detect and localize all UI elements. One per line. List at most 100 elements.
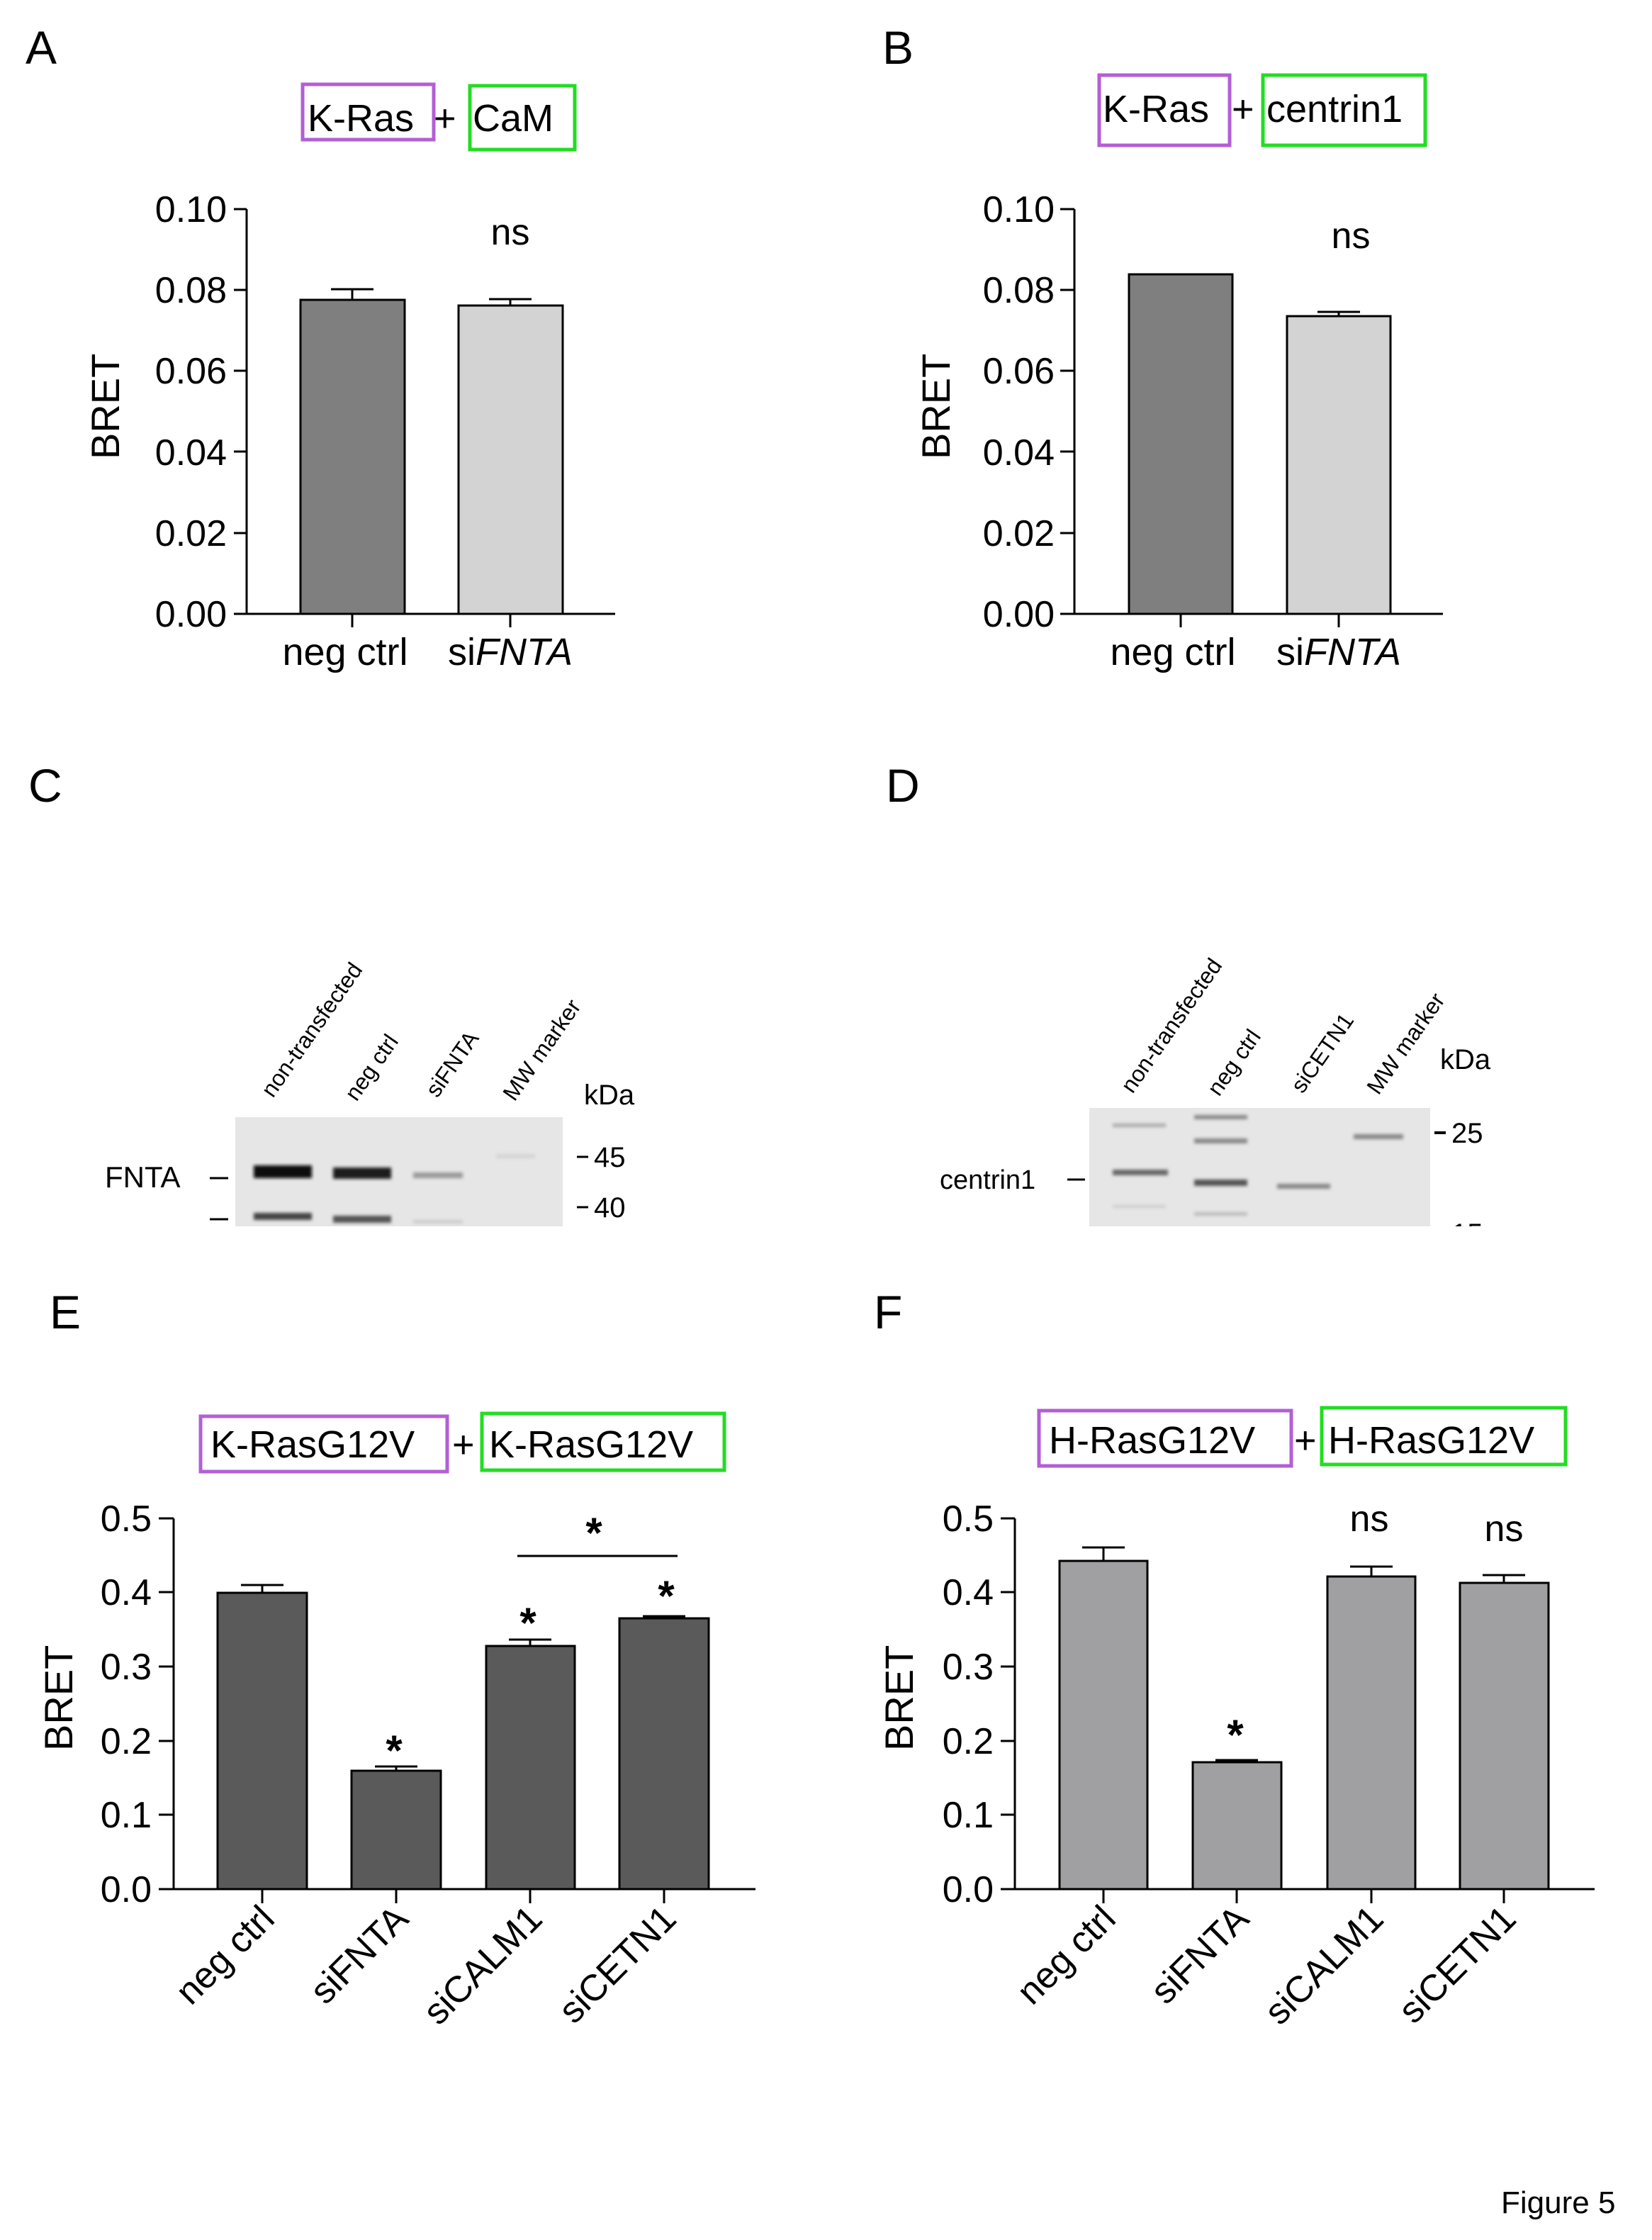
- ytick: 0.5: [101, 1499, 152, 1540]
- bar-neg-ctrl: [1058, 1559, 1149, 1891]
- ytick: 0.02: [155, 513, 227, 554]
- sig-label: *: [658, 1572, 675, 1620]
- panel-letter-d: D: [886, 759, 920, 812]
- x-label: siFNTA: [303, 1898, 417, 2012]
- x-label: siCETN1: [551, 1898, 684, 2031]
- sig-label: ns: [1485, 1508, 1524, 1550]
- mw-marker: 25: [1451, 1118, 1483, 1149]
- mw-marker: 15: [1451, 1219, 1483, 1226]
- title-plus: +: [1232, 88, 1254, 130]
- fnta-label: FNTA: [105, 1160, 181, 1194]
- lane-label: siCETN1: [1286, 1009, 1359, 1098]
- panel-b-chart: K-Ras + centrin1 0.00 0.02 0.04 0.06 0.0…: [914, 73, 1443, 673]
- x-label-sifnta: siFNTA: [448, 631, 573, 673]
- lane-label: MW marker: [498, 995, 586, 1105]
- sig-label: ns: [1350, 1499, 1389, 1540]
- x-label: siCALM1: [1257, 1898, 1391, 2032]
- x-label: siCETN1: [1390, 1898, 1524, 2031]
- kda-label: kDa: [1440, 1044, 1491, 1075]
- sig-label: *: [1227, 1711, 1244, 1759]
- title-donor: K-Ras: [1103, 88, 1209, 130]
- ytick: 0.04: [155, 432, 227, 474]
- sig-label: *: [519, 1599, 536, 1647]
- panel-e-chart: K-RasG12V + K-RasG12V 0.0 0.1 0.2 0.3 0.…: [36, 1411, 755, 2033]
- ytick: 0.4: [101, 1572, 152, 1613]
- title-donor: H-RasG12V: [1049, 1419, 1255, 1462]
- title-plus: +: [434, 97, 456, 140]
- x-label: siFNTA: [1143, 1898, 1257, 2012]
- panel-letter-c: C: [28, 759, 62, 812]
- acceptor-box: [1261, 73, 1427, 147]
- ytick: 0.1: [943, 1795, 994, 1836]
- sig-label: *: [386, 1727, 403, 1774]
- ytick: 0.10: [983, 189, 1055, 230]
- bar-sicetn1: [1459, 1581, 1550, 1891]
- x-label-neg-ctrl: neg ctrl: [282, 631, 408, 673]
- ytick: 0.10: [155, 189, 227, 230]
- bar-sicetn1: [618, 1617, 710, 1891]
- title-acceptor: centrin1: [1266, 88, 1403, 130]
- ytick: 0.0: [943, 1869, 994, 1910]
- bar-sicalm1: [485, 1645, 576, 1891]
- ytick: 0.02: [983, 513, 1055, 554]
- title-donor: K-Ras: [308, 97, 414, 140]
- bar-sifnta: [1191, 1761, 1283, 1891]
- title-acceptor: CaM: [473, 97, 554, 140]
- y-axis-label: BRET: [83, 354, 128, 459]
- panel-a-chart: K-Ras + CaM 0.00 0.02 0.04 0.06 0.08 0.1…: [83, 82, 615, 673]
- ytick: 0.4: [943, 1572, 994, 1613]
- mw-marker: 40: [594, 1192, 626, 1223]
- centrin1-label: centrin1: [940, 1165, 1035, 1195]
- donor-box: [198, 1414, 449, 1474]
- lane-label: siFNTA: [420, 1026, 484, 1102]
- bar-sifnta: [457, 304, 564, 615]
- donor-box: [300, 82, 436, 142]
- x-label-sifnta: siFNTA: [1276, 631, 1401, 673]
- panel-letter-b: B: [882, 21, 914, 74]
- title-donor: K-RasG12V: [210, 1423, 415, 1466]
- ytick: 0.08: [155, 270, 227, 311]
- bracket-sig-label: *: [585, 1509, 602, 1557]
- panel-d-western-blot: non-transfected neg ctrl siCETN1 MW mark…: [940, 953, 1491, 1226]
- ytick: 0.1: [101, 1795, 152, 1836]
- y-axis-label: BRET: [36, 1645, 81, 1751]
- y-axis-label: BRET: [914, 354, 958, 459]
- title-plus: +: [452, 1423, 475, 1466]
- ytick: 0.2: [943, 1721, 994, 1762]
- panel-c-western-blot: non-transfected neg ctrl siFNTA MW marke…: [105, 958, 635, 1226]
- bar-neg-ctrl: [216, 1591, 308, 1891]
- lane-label: neg ctrl: [1202, 1024, 1266, 1100]
- lane-label: MW marker: [1361, 988, 1450, 1099]
- sig-label: ns: [1332, 215, 1371, 257]
- title-acceptor: H-RasG12V: [1328, 1419, 1534, 1462]
- ytick: 0.5: [943, 1499, 994, 1540]
- donor-box: [1037, 1409, 1293, 1468]
- ytick: 0.08: [983, 270, 1055, 311]
- bar-neg-ctrl: [1128, 273, 1234, 615]
- bar-sifnta: [1286, 315, 1392, 615]
- title-plus: +: [1294, 1419, 1317, 1462]
- ytick: 0.0: [101, 1869, 152, 1910]
- x-label-neg-ctrl: neg ctrl: [1110, 631, 1235, 673]
- ytick: 0.06: [983, 351, 1055, 392]
- panel-letter-e: E: [50, 1286, 82, 1338]
- ytick: 0.3: [101, 1647, 152, 1688]
- sig-label: ns: [491, 212, 530, 253]
- acceptor-box: [480, 1411, 726, 1472]
- panel-letter-a: A: [26, 21, 57, 74]
- ytick: 0.3: [943, 1647, 994, 1688]
- lane-label: neg ctrl: [339, 1029, 403, 1105]
- panel-letter-f: F: [874, 1286, 903, 1338]
- ytick: 0.2: [101, 1721, 152, 1762]
- title-acceptor: K-RasG12V: [489, 1423, 693, 1466]
- bar-neg-ctrl: [299, 298, 406, 615]
- kda-label: kDa: [584, 1080, 635, 1111]
- x-label: neg ctrl: [168, 1898, 283, 2012]
- figure-label: Figure 5: [1501, 2185, 1616, 2220]
- y-axis-label: BRET: [877, 1645, 921, 1751]
- ytick: 0.06: [155, 351, 227, 392]
- acceptor-box: [468, 84, 577, 152]
- acceptor-box: [1320, 1406, 1568, 1467]
- donor-box: [1097, 73, 1232, 147]
- panel-f-chart: H-RasG12V + H-RasG12V 0.0 0.1 0.2 0.3 0.…: [877, 1406, 1595, 2033]
